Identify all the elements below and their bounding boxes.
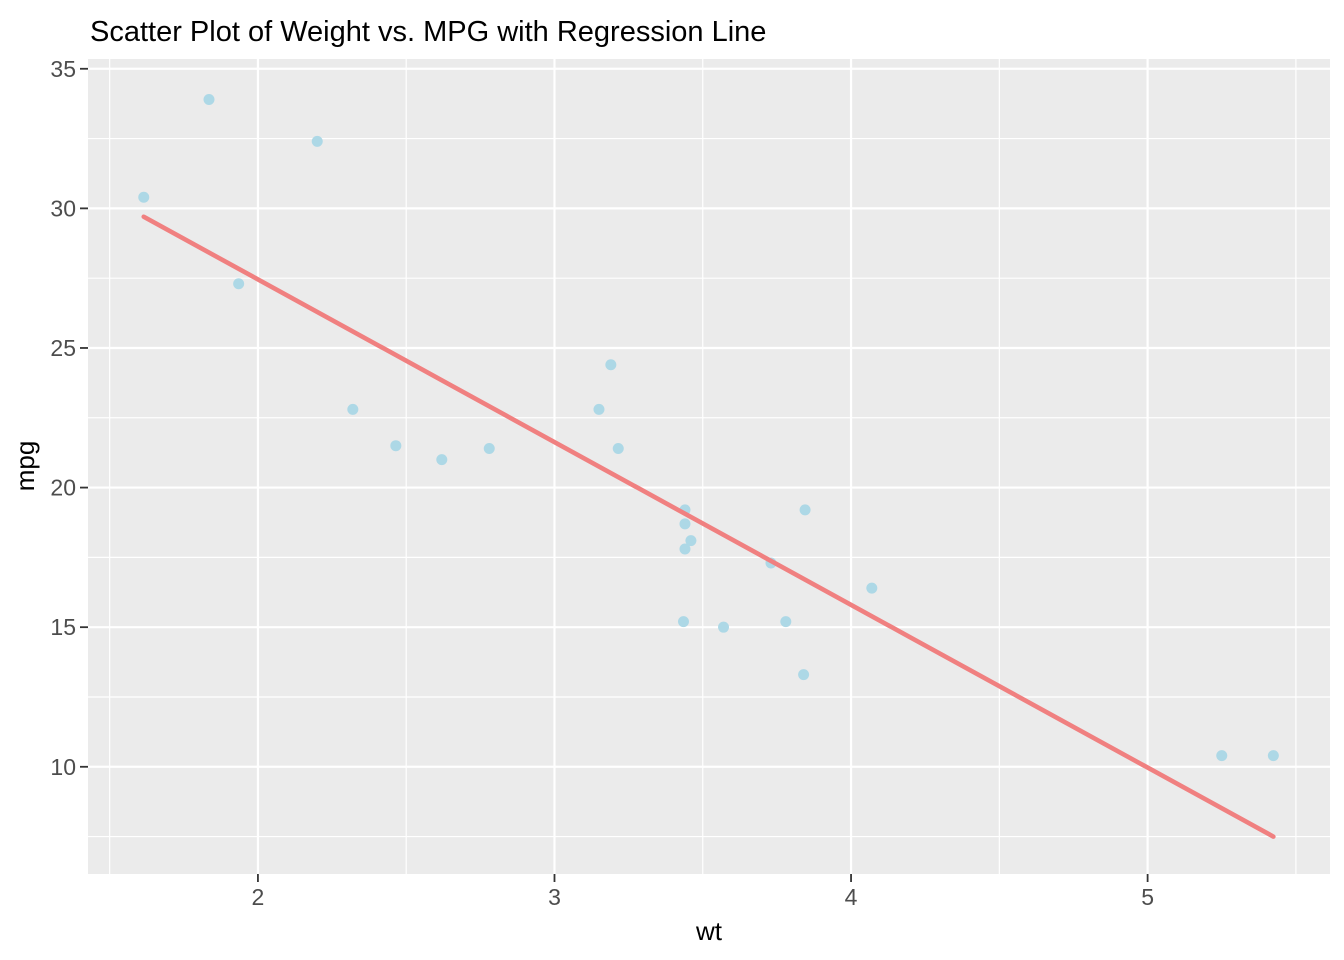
plot-title: Scatter Plot of Weight vs. MPG with Regr… bbox=[90, 16, 766, 48]
data-point bbox=[593, 403, 605, 415]
data-point bbox=[1216, 750, 1228, 762]
data-point bbox=[203, 93, 215, 105]
plot-panel bbox=[88, 59, 1330, 874]
x-tick-label: 2 bbox=[252, 884, 265, 910]
x-tick-label: 5 bbox=[1141, 884, 1154, 910]
x-tick-label: 3 bbox=[548, 884, 561, 910]
data-point bbox=[233, 278, 245, 290]
data-point bbox=[718, 621, 730, 633]
y-tick-label: 35 bbox=[50, 56, 76, 82]
y-tick-label: 20 bbox=[50, 475, 76, 501]
data-point bbox=[679, 518, 691, 530]
data-point bbox=[436, 454, 448, 466]
y-tick-label: 30 bbox=[50, 195, 76, 221]
data-point bbox=[685, 535, 697, 547]
data-point bbox=[798, 669, 810, 681]
data-point bbox=[390, 440, 402, 452]
y-tick-label: 10 bbox=[50, 754, 76, 780]
data-point bbox=[780, 616, 792, 628]
data-point bbox=[866, 582, 878, 594]
data-point bbox=[311, 135, 323, 147]
data-point bbox=[605, 359, 617, 371]
data-point bbox=[483, 442, 495, 454]
data-point bbox=[138, 191, 150, 203]
data-point bbox=[799, 504, 811, 516]
data-point bbox=[612, 442, 624, 454]
y-axis-title: mpg bbox=[10, 441, 40, 492]
data-point bbox=[1267, 750, 1279, 762]
data-point bbox=[347, 403, 359, 415]
regression-line bbox=[141, 214, 1276, 839]
x-tick-label: 4 bbox=[845, 884, 858, 910]
data-point bbox=[679, 543, 691, 555]
y-tick-label: 15 bbox=[50, 614, 76, 640]
y-tick-label: 25 bbox=[50, 335, 76, 361]
axis-layer: 2 3 4 5 10 15 20 25 30 35 bbox=[50, 56, 1154, 910]
panel-background bbox=[88, 59, 1330, 874]
x-axis-title: wt bbox=[695, 916, 723, 946]
data-point bbox=[677, 616, 689, 628]
